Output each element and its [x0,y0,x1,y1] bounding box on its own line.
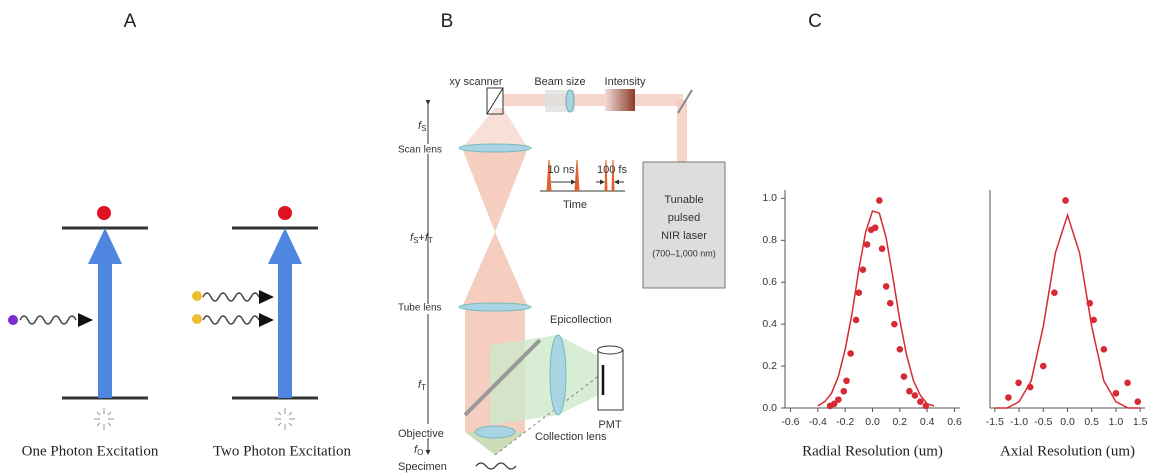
caption: Two Photon Excitation [213,443,352,459]
part-label: Specimen [398,461,447,473]
data-point [840,387,848,395]
data-point [1124,379,1131,387]
y-tick-label: 0.2 [762,360,777,372]
x-tick-label: -1.5 [986,416,1004,428]
x-tick-label: 1.5 [1133,416,1148,428]
fit-line [994,212,1141,409]
part-label: Scan lens [398,145,442,156]
x-tick-label: -1.0 [1010,416,1028,428]
caption: One Photon Excitation [22,443,159,459]
data-point [882,283,890,290]
panel-label: B [441,11,454,32]
x-tick-label: 0.6 [947,416,962,428]
data-point [1015,379,1022,387]
data-point [847,350,854,357]
pulse-label: Time [563,199,587,211]
part-label: PMT [598,419,622,431]
laser-label: (700–1,000 nm) [652,248,716,258]
laser-label: Tunable [664,194,703,206]
laser-label: NIR laser [661,230,707,242]
two-photon-diagram [192,206,318,430]
x-tick-label: -0.6 [781,416,799,428]
x-tick-label: 0.5 [1084,416,1099,428]
data-point [835,396,842,403]
y-tick-label: 0.0 [762,402,777,414]
data-point [859,266,867,273]
data-point [1051,289,1058,297]
data-point [830,400,838,408]
data-point [1039,362,1047,370]
data-point [1062,197,1069,204]
data-point [871,224,879,232]
data-point [1090,316,1097,324]
data-point [900,373,908,380]
y-tick-label: 0.8 [762,234,777,246]
x-tick-label: -0.2 [836,416,854,428]
focal-length: fS+fT [410,232,433,245]
part-label: Collection lens [535,431,607,443]
x-axis-label: Radial Resolution (um) [802,443,943,459]
part-label: Beam size [534,76,585,88]
x-tick-label: 0.2 [893,416,908,428]
data-point [886,299,894,307]
focal-length: fO [414,444,423,457]
panel-label: C [808,11,822,32]
laser-label: pulsed [668,212,700,224]
data-point [852,316,860,324]
data-point [911,392,919,399]
fit-line [817,210,935,407]
x-tick-label: 0.0 [865,416,880,428]
data-point [906,387,913,395]
panel-label: A [124,11,137,32]
one-photon-diagram [8,206,148,430]
focal-length: fS [418,120,426,133]
data-point [1112,390,1120,397]
x-tick-label: 0.0 [1060,416,1075,428]
data-point [863,241,871,248]
x-tick-label: 1.0 [1109,416,1124,428]
y-tick-label: 1.0 [762,192,777,204]
focal-length: fT [418,379,426,392]
x-tick-label: 0.4 [920,416,935,428]
part-label: xy scanner [449,76,503,88]
y-tick-label: 0.4 [762,318,777,330]
part-label: Epicollection [550,314,612,326]
data-point [1100,346,1108,353]
data-point [917,398,924,406]
data-point [876,197,883,204]
data-point [1134,398,1142,406]
y-tick-label: 0.6 [762,276,777,288]
part-label: Intensity [605,76,646,88]
x-tick-label: -0.4 [809,416,827,428]
microscope-diagram [428,87,726,470]
data-point [843,377,850,385]
x-axis-label: Axial Resolution (um) [1000,443,1135,459]
data-point [855,289,863,297]
data-point [878,245,886,252]
part-label: Tube lens [398,303,442,314]
pulse-label: 10 ns [548,164,575,176]
data-point [1005,394,1012,401]
part-label: Objective [398,428,444,440]
data-point [891,320,898,328]
pulse-label: 100 fs [597,164,627,176]
x-tick-label: -0.5 [1034,416,1052,428]
data-point [896,346,904,353]
